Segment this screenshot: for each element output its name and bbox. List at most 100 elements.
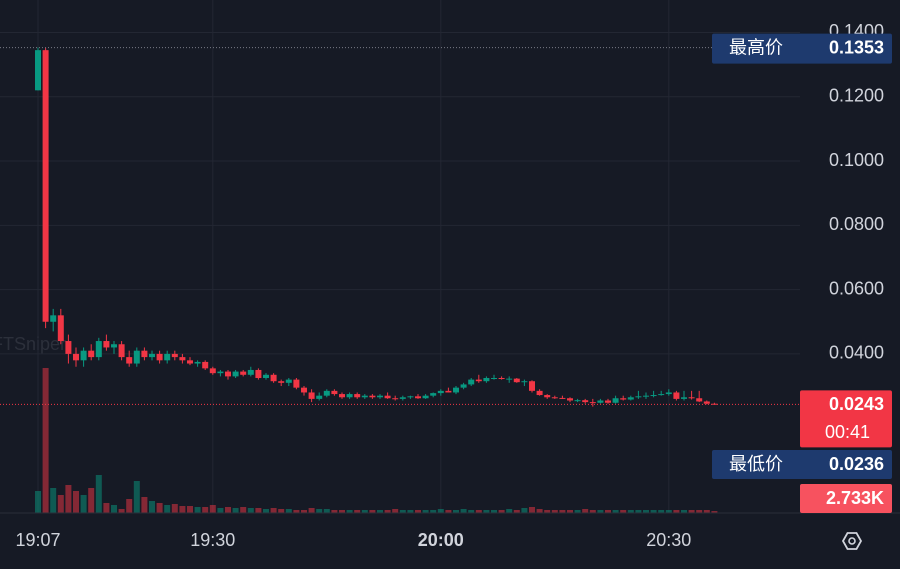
- candle-body: [331, 390, 338, 395]
- candle-body: [57, 315, 64, 342]
- candle-body: [95, 341, 102, 358]
- candle-body: [323, 390, 330, 396]
- volume-bar: [42, 368, 49, 513]
- last-volume: 2.733K: [826, 488, 884, 508]
- volume-bar: [232, 508, 239, 513]
- volume-bar: [643, 510, 649, 513]
- settings-icon[interactable]: [841, 532, 863, 550]
- candle-body: [529, 381, 535, 391]
- candle-body: [407, 396, 414, 398]
- candle-body: [126, 357, 133, 364]
- candle-body: [665, 392, 672, 395]
- candle-body: [346, 394, 353, 398]
- y-tick-label: 0.0400: [829, 343, 884, 363]
- candle-body: [179, 357, 186, 361]
- volume-bar: [316, 509, 323, 513]
- candle-body: [422, 395, 429, 399]
- candle-body: [582, 400, 589, 403]
- volume-bar: [171, 504, 178, 513]
- candle-body: [589, 402, 596, 404]
- volume-bar: [688, 510, 695, 513]
- candle-body: [377, 395, 383, 398]
- volume-bar: [650, 510, 657, 513]
- candle-body: [247, 369, 254, 375]
- candle-body: [164, 353, 171, 361]
- candle-body: [384, 395, 391, 399]
- low-label: 最低价: [729, 454, 783, 474]
- candle-body: [263, 374, 269, 378]
- candle-body: [635, 396, 642, 398]
- volume-bar: [141, 497, 148, 513]
- volume-bar: [194, 507, 201, 513]
- low-value: 0.0236: [829, 454, 884, 474]
- volume-bar: [187, 506, 193, 513]
- candle-body: [460, 384, 467, 388]
- candle-body: [278, 381, 285, 383]
- candle-body: [65, 341, 72, 354]
- candle-body: [35, 50, 41, 91]
- candle-body: [270, 374, 277, 382]
- candle-body: [225, 371, 231, 377]
- candle-body: [536, 390, 543, 396]
- volume-bar: [407, 510, 414, 513]
- volume-bar: [240, 507, 247, 513]
- volume-bar: [627, 510, 634, 513]
- candle-body: [293, 379, 300, 388]
- volume-bar: [118, 509, 125, 513]
- volume-bar: [103, 503, 110, 513]
- candle-body: [361, 395, 368, 398]
- volume-bar: [202, 507, 209, 513]
- volume-bar: [673, 510, 680, 513]
- volume-bar: [377, 510, 383, 513]
- volume-bar: [255, 508, 262, 513]
- candle-body: [255, 369, 262, 378]
- volume-bar: [301, 510, 307, 513]
- volume-bar: [658, 510, 665, 513]
- volume-bar: [346, 510, 353, 513]
- y-tick-label: 0.1000: [829, 150, 884, 170]
- volume-bar: [521, 508, 528, 513]
- candle-body: [187, 360, 193, 364]
- candle-body: [597, 400, 604, 403]
- candle-body: [415, 396, 421, 399]
- volume-bar: [635, 510, 642, 513]
- candle-body: [620, 398, 627, 400]
- volume-bar: [483, 510, 490, 513]
- candle-body: [544, 395, 551, 398]
- volume-bar: [126, 499, 133, 513]
- volume-bar: [399, 510, 406, 513]
- candle-body: [316, 395, 323, 399]
- volume-bar: [445, 510, 452, 513]
- volume-bar: [430, 510, 437, 513]
- y-tick-label: 0.0600: [829, 278, 884, 298]
- candle-body: [88, 350, 95, 358]
- candle-body: [551, 397, 558, 399]
- high-label: 最高价: [729, 37, 783, 57]
- candle-body: [437, 390, 444, 394]
- candle-body: [521, 381, 528, 383]
- candle-body: [399, 397, 406, 399]
- candle-body: [513, 378, 520, 383]
- volume-bar: [498, 510, 505, 513]
- candle-body: [650, 395, 657, 397]
- candle-body: [445, 390, 452, 393]
- low-box: [712, 450, 892, 479]
- volume-bar: [111, 505, 117, 513]
- settings-icon-dot: [848, 537, 856, 545]
- volume-bar: [551, 510, 558, 513]
- candle-body: [240, 371, 247, 375]
- volume-bar: [597, 510, 604, 513]
- candle-body: [483, 378, 490, 382]
- candle-body: [50, 315, 57, 322]
- candle-body: [111, 344, 117, 348]
- volume-bar: [559, 510, 566, 513]
- volume-bar: [73, 491, 79, 513]
- volume-bar: [179, 506, 186, 513]
- volume-bar: [80, 495, 87, 513]
- volume-bar: [293, 510, 300, 513]
- candle-body: [232, 371, 239, 377]
- x-tick-label: 19:30: [190, 530, 235, 550]
- candle-body: [118, 344, 125, 358]
- volume-bar: [65, 485, 72, 513]
